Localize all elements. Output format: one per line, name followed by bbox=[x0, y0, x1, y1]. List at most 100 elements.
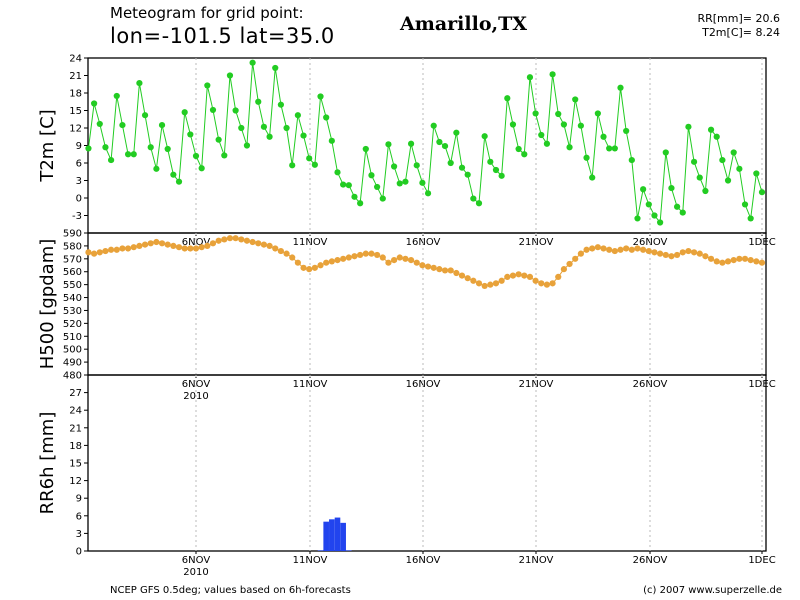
data-point bbox=[583, 154, 590, 161]
data-point bbox=[498, 172, 505, 179]
grid-point-coordinates: lon=-101.5 lat=35.0 bbox=[110, 24, 335, 48]
data-point bbox=[498, 277, 505, 284]
data-point bbox=[306, 266, 313, 273]
data-point bbox=[283, 250, 290, 257]
data-point bbox=[713, 258, 720, 265]
precip-bar bbox=[317, 550, 324, 551]
data-point bbox=[447, 267, 454, 274]
data-point bbox=[662, 149, 669, 156]
data-point bbox=[334, 257, 341, 264]
data-point bbox=[277, 101, 284, 108]
data-point bbox=[685, 247, 692, 255]
data-point bbox=[164, 241, 171, 248]
copyright-note: (c) 2007 www.superzelle.de bbox=[643, 585, 782, 596]
y-tick-label: 21 bbox=[69, 423, 82, 434]
data-point bbox=[413, 259, 420, 266]
y-tick-label: 500 bbox=[63, 345, 82, 356]
data-point bbox=[543, 281, 551, 288]
data-point bbox=[289, 162, 296, 169]
data-point bbox=[158, 121, 166, 129]
data-point bbox=[594, 244, 601, 251]
data-point bbox=[475, 280, 483, 287]
data-point bbox=[141, 112, 149, 119]
data-point bbox=[447, 159, 454, 167]
data-point bbox=[690, 249, 698, 256]
data-point bbox=[323, 259, 330, 266]
data-point bbox=[623, 245, 630, 252]
data-point bbox=[724, 258, 732, 265]
data-point bbox=[260, 241, 268, 248]
data-point bbox=[560, 121, 568, 128]
y-tick-label: 510 bbox=[63, 332, 82, 343]
data-point bbox=[345, 254, 352, 261]
data-point bbox=[175, 244, 183, 251]
data-point bbox=[311, 161, 318, 168]
data-point bbox=[283, 124, 290, 132]
data-point bbox=[192, 245, 200, 252]
data-point bbox=[277, 247, 284, 255]
data-point bbox=[668, 253, 675, 260]
data-point bbox=[702, 253, 709, 260]
data-point bbox=[532, 277, 539, 284]
data-point bbox=[391, 163, 398, 170]
x-tick-label: 6NOV bbox=[182, 555, 211, 566]
panel-3: 0 3 6 9 12 15 18 21 24 27 RR6h [mm] 6NOV 11NOV 16NOV 2… bbox=[37, 374, 776, 578]
data-point bbox=[124, 151, 132, 158]
data-point bbox=[272, 245, 279, 252]
data-point bbox=[611, 145, 618, 152]
data-point bbox=[192, 152, 200, 160]
data-point bbox=[753, 258, 760, 265]
data-point bbox=[374, 183, 381, 191]
y-tick-label: 520 bbox=[63, 319, 82, 330]
y-tick-label: 540 bbox=[63, 293, 82, 304]
data-point bbox=[634, 215, 641, 222]
data-point bbox=[521, 151, 528, 158]
data-point bbox=[243, 237, 251, 244]
data-point bbox=[96, 249, 103, 256]
data-point bbox=[113, 92, 120, 100]
data-point bbox=[606, 145, 613, 152]
data-point bbox=[136, 79, 143, 87]
data-point bbox=[108, 156, 115, 164]
x-tick-label: 21NOV bbox=[519, 379, 554, 390]
data-point bbox=[413, 162, 420, 169]
data-point bbox=[538, 280, 545, 287]
y-tick-label: 27 bbox=[69, 388, 82, 399]
location-name: Amarillo,TX bbox=[400, 13, 527, 35]
data-point bbox=[560, 266, 568, 273]
data-point bbox=[628, 156, 635, 164]
y-tick-label: 6 bbox=[76, 159, 82, 170]
data-point bbox=[521, 272, 528, 279]
data-point bbox=[85, 145, 92, 152]
data-point bbox=[504, 273, 511, 280]
data-point bbox=[577, 250, 584, 257]
data-point bbox=[306, 155, 313, 162]
y-tick-label: 590 bbox=[63, 229, 82, 240]
chart-title: Meteogram for grid point: bbox=[110, 4, 304, 22]
data-point bbox=[221, 236, 228, 243]
data-point bbox=[357, 251, 364, 259]
precip-bar bbox=[334, 517, 341, 551]
data-point bbox=[589, 174, 596, 181]
data-point bbox=[328, 137, 335, 144]
data-point bbox=[402, 178, 409, 185]
data-point bbox=[260, 123, 268, 130]
y-tick-label: 15 bbox=[69, 459, 82, 470]
data-point bbox=[707, 126, 715, 133]
data-point bbox=[102, 247, 109, 255]
data-point bbox=[430, 122, 437, 129]
x-tick-label: 11NOV bbox=[293, 237, 328, 248]
data-point bbox=[730, 149, 737, 156]
y-axis-label: RR6h [mm] bbox=[37, 412, 58, 515]
data-point bbox=[611, 247, 618, 255]
data-point bbox=[357, 200, 364, 207]
data-point bbox=[758, 189, 766, 196]
x-year-label: 2010 bbox=[183, 567, 208, 578]
y-tick-label: 18 bbox=[69, 441, 82, 452]
data-point bbox=[645, 247, 652, 255]
data-point bbox=[147, 240, 154, 247]
data-point bbox=[136, 242, 143, 250]
data-point bbox=[464, 171, 471, 178]
data-point bbox=[249, 238, 256, 246]
data-point bbox=[645, 201, 652, 208]
